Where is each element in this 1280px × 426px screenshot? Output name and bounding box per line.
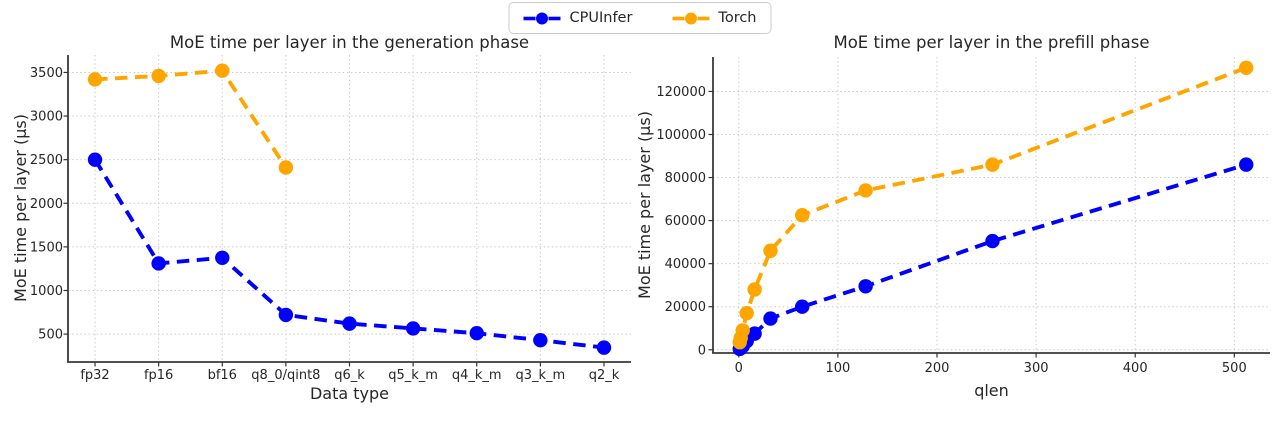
data-point bbox=[858, 183, 873, 198]
data-point bbox=[469, 326, 484, 341]
series-torch bbox=[87, 63, 294, 175]
y-tick-label: 20000 bbox=[665, 300, 706, 315]
data-point bbox=[151, 256, 166, 271]
legend-marker-icon bbox=[523, 12, 561, 24]
gridlines bbox=[713, 57, 1270, 353]
y-tick-label: 2500 bbox=[30, 153, 63, 168]
legend: CPUInfer Torch bbox=[508, 2, 772, 34]
tick-marks bbox=[63, 71, 605, 367]
generation-chart: 500 1000 1500 2000 2500 3000 3500 fp32 fp16 bf16 q… bbox=[11, 33, 631, 403]
data-point bbox=[747, 282, 762, 297]
prefill-chart: 0 20000 40000 60000 80000 100000 120000 0 100 200… bbox=[635, 33, 1270, 400]
tick-marks bbox=[708, 90, 1235, 358]
y-tick-label: 60000 bbox=[665, 214, 706, 229]
x-tick-label: q3_k_m bbox=[515, 368, 565, 383]
y-tick-label: 1000 bbox=[30, 284, 63, 299]
data-point bbox=[794, 299, 810, 314]
y-tick-label: 3000 bbox=[30, 110, 63, 125]
y-tick-label: 80000 bbox=[665, 171, 706, 186]
axes-spines bbox=[712, 57, 1270, 354]
data-point bbox=[278, 307, 294, 323]
legend-label: CPUInfer bbox=[569, 10, 633, 26]
x-tick-label: 400 bbox=[1123, 361, 1148, 376]
data-point bbox=[596, 340, 612, 355]
x-tick-label: bf16 bbox=[208, 368, 237, 383]
data-point bbox=[763, 243, 778, 258]
series-line bbox=[738, 162, 1247, 351]
data-point bbox=[215, 250, 230, 265]
legend-label: Torch bbox=[718, 10, 757, 26]
y-axis-label: MoE time per layer (μs) bbox=[11, 114, 30, 302]
data-point bbox=[1239, 157, 1254, 172]
data-point bbox=[747, 326, 762, 341]
series-cpuinfer bbox=[87, 152, 612, 355]
x-axis-label: qlen bbox=[974, 381, 1009, 400]
series-line bbox=[93, 158, 605, 350]
data-point bbox=[278, 160, 294, 175]
x-axis-label: Data type bbox=[310, 384, 389, 403]
x-tick-label: q4_k_m bbox=[452, 368, 502, 383]
y-tick-label: 0 bbox=[698, 343, 706, 358]
data-point bbox=[739, 305, 754, 321]
y-tick-label: 100000 bbox=[656, 128, 706, 143]
legend-marker-icon bbox=[672, 12, 710, 24]
y-tick-label: 120000 bbox=[656, 85, 706, 100]
data-point bbox=[151, 68, 166, 84]
x-tick-label: 0 bbox=[735, 361, 743, 376]
y-tick-label: 3500 bbox=[30, 66, 63, 81]
x-tick-label: 500 bbox=[1222, 361, 1247, 376]
x-tick-label: q2_k bbox=[589, 368, 620, 383]
chart-title: MoE time per layer in the prefill phase bbox=[833, 33, 1149, 52]
y-tick-label: 40000 bbox=[665, 257, 706, 272]
data-point bbox=[735, 323, 750, 338]
chart-title: MoE time per layer in the generation pha… bbox=[170, 33, 529, 52]
x-tick-label: 200 bbox=[925, 361, 950, 376]
x-tick-label: q5_k_m bbox=[388, 368, 438, 383]
data-point bbox=[858, 279, 873, 294]
x-tick-label: fp32 bbox=[80, 368, 109, 383]
legend-entry-torch: Torch bbox=[672, 10, 757, 26]
data-point bbox=[763, 311, 778, 326]
data-point bbox=[985, 157, 1000, 172]
series-line bbox=[94, 68, 288, 169]
x-tick-label: q6_k bbox=[334, 368, 365, 383]
data-point bbox=[985, 233, 1000, 249]
series-torch bbox=[732, 60, 1254, 350]
data-point bbox=[87, 72, 103, 87]
data-point bbox=[405, 321, 421, 336]
data-point bbox=[215, 63, 230, 78]
data-point bbox=[87, 152, 103, 167]
data-point bbox=[533, 332, 548, 348]
y-tick-label: 2000 bbox=[30, 197, 63, 212]
x-tick-label: 100 bbox=[825, 361, 850, 376]
data-point bbox=[1239, 60, 1254, 75]
y-tick-label: 1500 bbox=[30, 240, 63, 255]
x-tick-label: q8_0/qint8 bbox=[251, 368, 320, 383]
gridlines bbox=[68, 55, 631, 362]
y-axis-label: MoE time per layer (μs) bbox=[635, 111, 654, 299]
data-point bbox=[342, 316, 357, 331]
y-tick-label: 500 bbox=[38, 328, 63, 343]
legend-entry-cpuinfer: CPUInfer bbox=[523, 10, 632, 26]
data-point bbox=[794, 208, 810, 223]
x-tick-label: 300 bbox=[1024, 361, 1049, 376]
series-cpuinfer bbox=[732, 157, 1254, 357]
x-tick-label: fp16 bbox=[144, 368, 173, 383]
